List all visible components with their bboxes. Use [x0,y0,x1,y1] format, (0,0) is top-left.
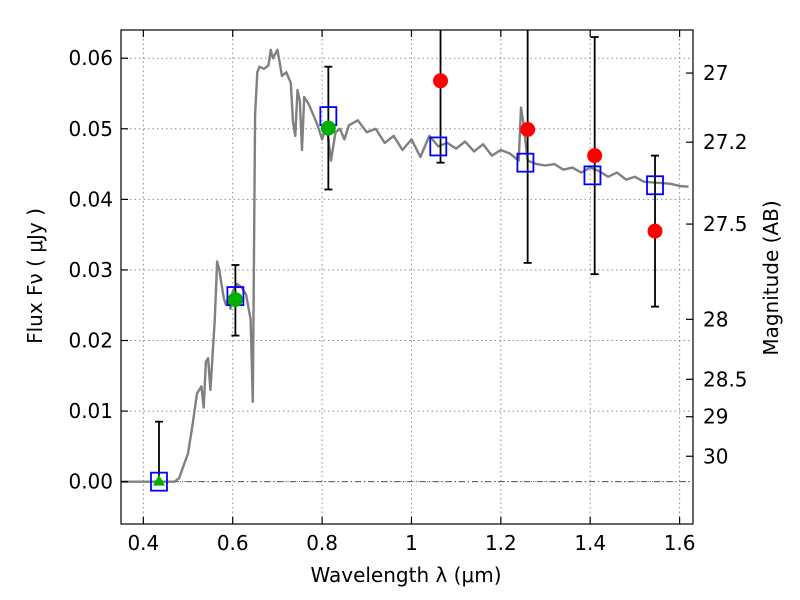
x-tick-label: 1 [405,531,418,555]
red-point [433,73,449,89]
y-tick-label: 0.04 [68,187,113,211]
right-axis-tick-label: 27.5 [703,212,748,236]
x-tick-label: 0.4 [127,531,159,555]
axis-ticks: 0.4 0.6 0.8 1 1.2 1.4 1.6 0.00 0.01 0.02 0.03 0.04 0… [68,30,748,555]
right-axis-tick-label: 27.2 [703,130,748,154]
spectrum-line [121,48,689,483]
x-tick-label: 0.8 [306,531,338,555]
right-axis-label: Magnitude (AB) [759,200,783,355]
model-square-marker [583,165,602,186]
y-axis-label: Flux Fν ( μJy ) [23,208,47,344]
green-triangle-marker [152,474,165,486]
y-tick-label: 0.02 [68,329,113,353]
x-tick-label: 0.6 [217,531,249,555]
grid [121,30,693,524]
red-point [647,223,663,239]
y-tick-label: 0.05 [68,117,113,141]
x-axis-label: Wavelength λ (μm) [310,563,501,587]
right-axis-tick-label: 28 [703,307,728,331]
plot-frame [120,29,694,525]
red-point [520,122,536,138]
green-point [320,120,336,136]
x-tick-label: 1.2 [485,531,517,555]
error-bars [154,30,660,483]
x-tick-label: 1.6 [664,531,696,555]
green-point [227,292,243,308]
y-tick-label: 0.00 [68,470,113,494]
data-markers [150,73,664,492]
y-tick-label: 0.01 [68,399,113,423]
y-tick-label: 0.06 [68,46,113,70]
model-square-marker [150,471,168,492]
right-axis-tick-label: 29 [703,405,728,429]
template-spectrum [121,48,689,483]
right-axis-tick-label: 30 [703,444,728,468]
y-tick-label: 0.03 [68,258,113,282]
x-tick-label: 1.4 [574,531,606,555]
right-axis-tick-label: 27 [703,61,728,85]
right-axis-tick-label: 28.5 [703,367,748,391]
red-point [587,148,603,164]
model-square-marker [429,136,448,157]
model-square-marker [516,152,535,173]
model-square-marker [646,175,664,196]
